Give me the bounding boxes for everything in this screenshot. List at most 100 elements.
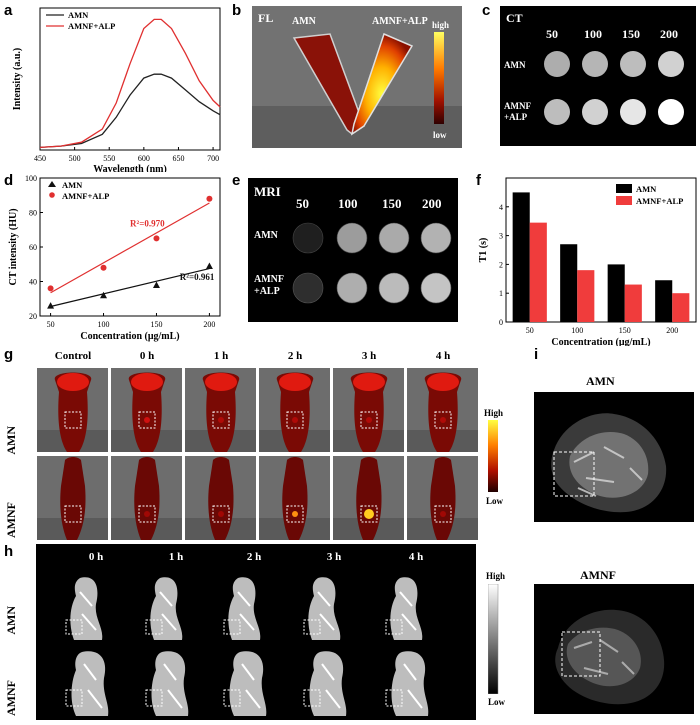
g-col-label: 3 h (362, 350, 376, 362)
h-mouse-amnf (151, 651, 189, 716)
d-legend-marker (49, 192, 55, 198)
d-ytick-label: 40 (29, 278, 37, 287)
ct-well-amn (544, 51, 570, 77)
ct-col-150: 150 (622, 27, 640, 41)
h-mouse-amn (308, 577, 341, 640)
mri-row-amnf: AMNF (254, 274, 284, 285)
ct-well-amnf (620, 99, 646, 125)
g-row-amn: AMN (4, 426, 18, 455)
d-point (153, 235, 160, 242)
h-row-amn: AMN (4, 606, 18, 635)
panel-label-d: d (4, 172, 14, 189)
g-tumor-roi (138, 411, 156, 429)
h-mouse-amn (390, 577, 423, 640)
fl-image-tubes: FL AMN AMNF+ALP high low (252, 6, 462, 148)
h-tumor-roi (385, 619, 403, 635)
f-bar-amn (607, 264, 625, 322)
ct-well-amnf (544, 99, 570, 125)
d-ytick-label: 20 (29, 312, 37, 321)
g-tumor-roi (212, 411, 230, 429)
g-col-label: 1 h (214, 350, 228, 362)
d-ylabel: CT intensity (HU) (8, 208, 19, 285)
g-col-label: 4 h (436, 350, 450, 362)
g-mouse-hotspot (353, 373, 385, 391)
f-ytick-label: 2 (499, 260, 503, 269)
a-xtick-label: 450 (34, 154, 46, 163)
chart-f-t1: 0 1 2 3 4 50 100 150 200 AMN AMNF+ALP Concentration… (478, 177, 697, 346)
h-col-label: 0 h (89, 551, 103, 563)
d-xtick-label: 50 (47, 320, 55, 329)
g-mouse-body (282, 457, 308, 540)
g-tumor-signal (144, 511, 150, 517)
g-mouse-body (134, 457, 160, 540)
ct-row-amn: AMN (504, 60, 526, 70)
fl-label-amn: AMN (292, 16, 317, 27)
f-bar-amnf (624, 284, 642, 322)
mri-well-amn (292, 222, 324, 254)
h-mouse-amn (150, 577, 183, 640)
mri-col-200: 200 (422, 196, 442, 211)
a-legend-label: AMNF+ALP (68, 21, 115, 31)
g-tumor-signal (364, 509, 374, 519)
g-tumor-roi (64, 411, 82, 429)
g-mouse-hotspot (427, 373, 459, 391)
d-point (205, 262, 213, 269)
g-color-scale (488, 420, 498, 492)
mri-well-amnf (378, 272, 410, 304)
d-point (47, 285, 54, 292)
h-tumor-roi (223, 689, 241, 707)
mri-row-alp: +ALP (254, 286, 280, 297)
fl-image-panel: FL AMN AMNF+ALP high low (252, 6, 462, 148)
g-mouse-hotspot (131, 373, 163, 391)
a-plot-frame (39, 7, 221, 151)
d-ytick-label: 100 (25, 174, 37, 183)
mri-well-amnf (336, 272, 368, 304)
f-ytick-label: 3 (499, 232, 503, 241)
invivo-ct-panel: 0 h 1 h 2 h 3 h 4 h (36, 544, 476, 720)
mri-well-amn (378, 222, 410, 254)
d-legend-marker (48, 181, 56, 187)
h-mouse-amnf (229, 651, 267, 716)
d-xlabel: Concentration (μg/mL) (80, 331, 179, 342)
g-tumor-signal (218, 417, 224, 423)
a-series-amn (39, 73, 221, 149)
h-mouse-amn (228, 577, 261, 640)
mri-invivo-amnf (534, 584, 694, 714)
f-legend-swatch (616, 184, 632, 193)
panel-label-i: i (534, 346, 539, 363)
h-tumor-roi (303, 689, 321, 707)
h-tumor-roi (303, 619, 321, 635)
d-xtick-label: 150 (150, 320, 162, 329)
a-xtick-label: 600 (138, 154, 150, 163)
f-category-label: 150 (619, 326, 631, 335)
d-point (206, 195, 213, 202)
f-category-label: 200 (666, 326, 678, 335)
mri-col-100: 100 (338, 196, 358, 211)
panel-label-f: f (476, 172, 481, 189)
invivo-fl-panel: Control 0 h 1 h 2 h 3 h 4 h (36, 346, 512, 540)
g-tumor-roi (286, 411, 304, 429)
g-scale-high: High (484, 408, 504, 418)
d-point (47, 302, 55, 309)
d-ytick-label: 80 (29, 209, 37, 218)
mri-well-amn (336, 222, 368, 254)
ct-row-amnf: AMNF (504, 101, 531, 111)
ct-phantom-panel: CT 50 100 150 200 AMN AMNF +ALP (500, 6, 696, 146)
g-tumor-roi (212, 505, 230, 523)
h-tumor-roi (65, 689, 83, 707)
g-mouse-hotspot (279, 373, 311, 391)
g-col-label: 0 h (140, 350, 154, 362)
f-ytick-label: 4 (499, 203, 503, 212)
mri-well-amnf (420, 272, 452, 304)
h-scale-high: High (486, 571, 506, 581)
fl-scale-high: high (432, 20, 449, 30)
f-ytick-label: 1 (499, 289, 503, 298)
g-tumor-roi (434, 505, 452, 523)
f-legend-swatch (616, 196, 632, 205)
panel-label-b: b (232, 2, 242, 19)
h-mouse-amnf (309, 651, 347, 716)
d-xtick-label: 100 (98, 320, 110, 329)
g-tumor-signal (366, 417, 372, 423)
